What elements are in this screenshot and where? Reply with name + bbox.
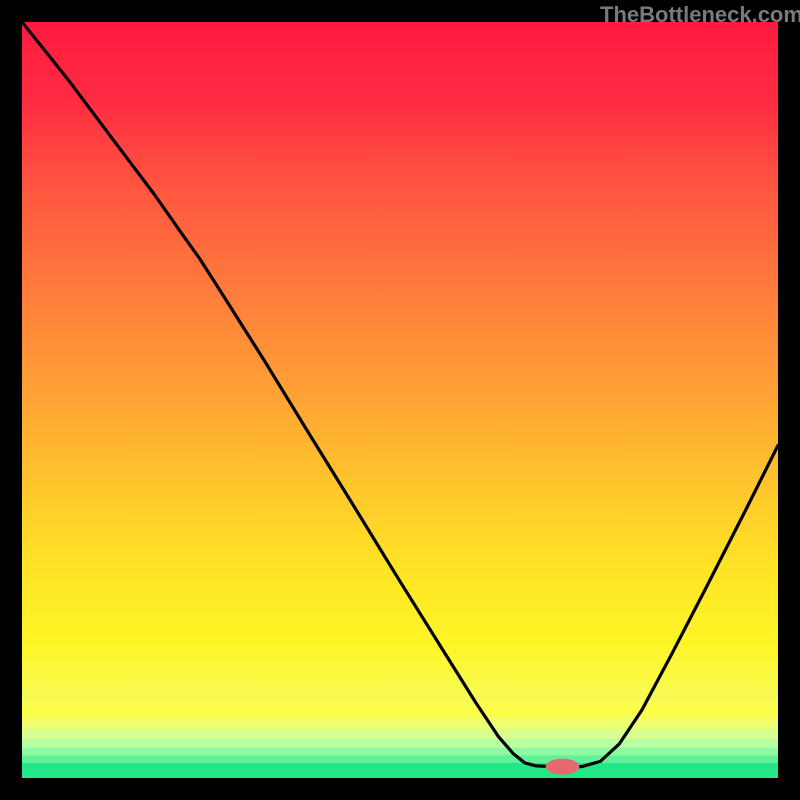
bottom-stripes [22, 702, 778, 778]
chart-svg [0, 0, 800, 800]
optimal-marker [546, 759, 580, 775]
watermark-text: TheBottleneck.com [600, 2, 800, 28]
